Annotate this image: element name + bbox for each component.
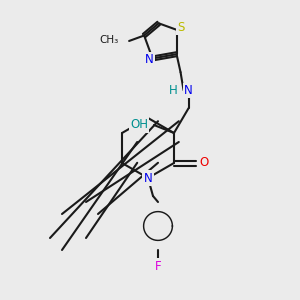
Text: O: O: [200, 157, 208, 169]
Text: CH₃: CH₃: [100, 35, 119, 45]
Text: OH: OH: [130, 118, 148, 131]
Text: H: H: [169, 84, 178, 97]
Text: S: S: [177, 21, 184, 34]
Text: F: F: [155, 260, 161, 272]
Text: N: N: [144, 172, 152, 184]
Text: N: N: [184, 84, 193, 97]
Text: N: N: [145, 53, 154, 66]
